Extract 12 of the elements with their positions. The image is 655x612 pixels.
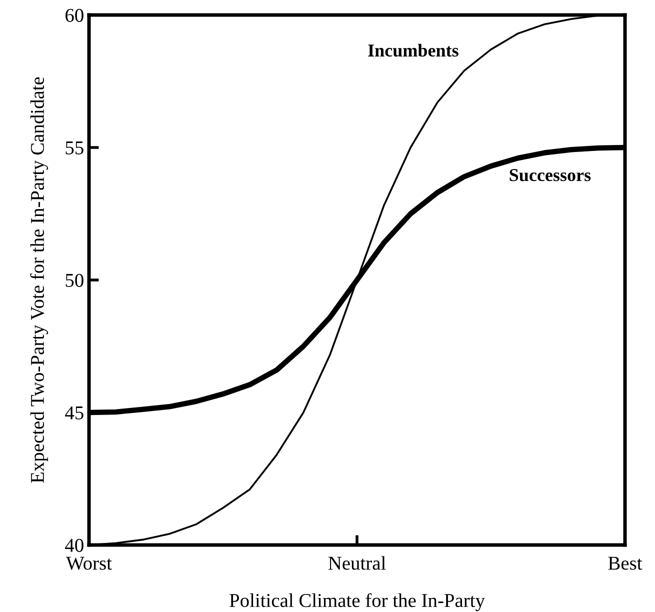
- x-tick-label: Worst: [66, 556, 112, 570]
- series-label: Successors: [510, 169, 591, 182]
- y-tick-label: 50: [66, 274, 84, 287]
- y-axis-title: Expected Two-Party Vote for the In-Party Candidate: [30, 77, 48, 483]
- y-tick-label: 45: [65, 406, 84, 420]
- x-tick-label: Neutral: [328, 556, 386, 570]
- y-tick-label: 60: [66, 8, 84, 22]
- x-axis-title: Political Climate for the In-Party: [230, 593, 485, 612]
- y-tick-label: 55: [66, 142, 84, 154]
- series-label: Incumbents: [368, 44, 458, 57]
- x-tick-label: Best: [608, 556, 642, 570]
- y-tick-label: 40: [65, 538, 84, 552]
